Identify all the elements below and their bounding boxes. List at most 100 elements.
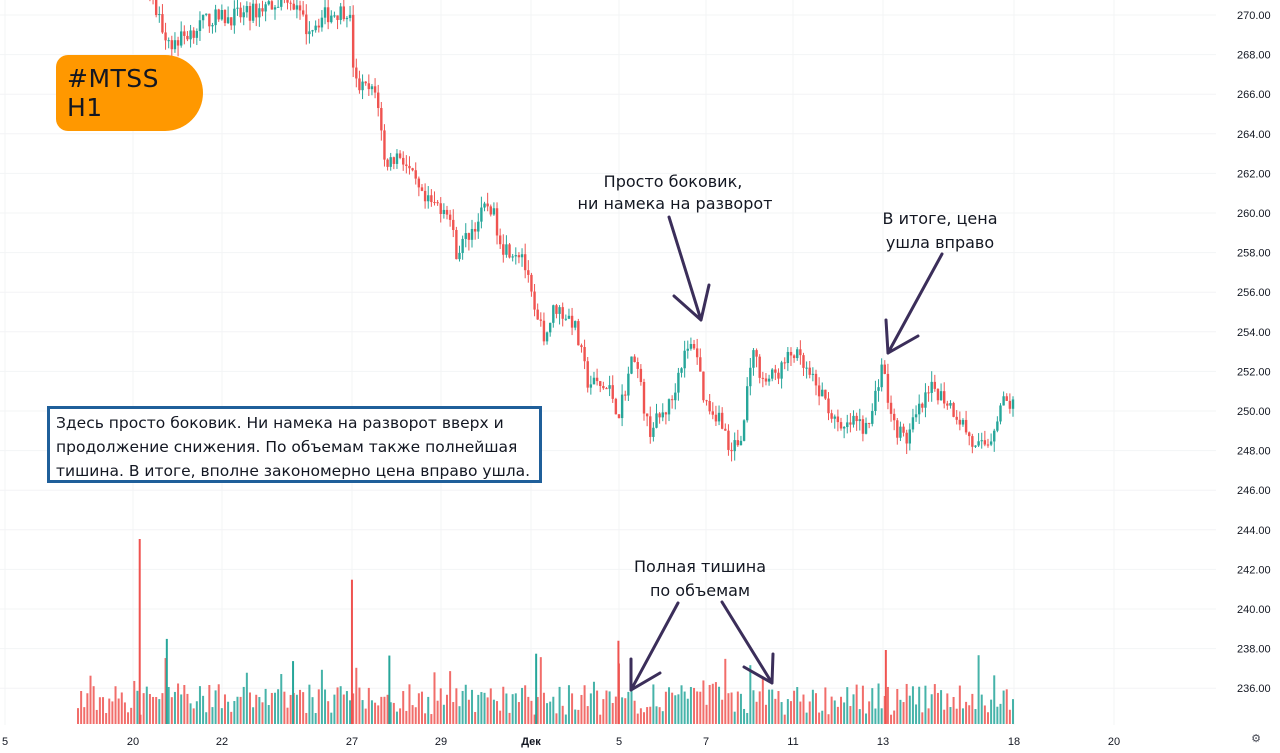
volume-bar xyxy=(727,693,730,724)
volume-bar xyxy=(724,658,727,724)
candle-body xyxy=(486,203,489,207)
candle-body xyxy=(502,244,505,255)
candle-body xyxy=(555,305,558,314)
volume-bar xyxy=(436,700,439,724)
candle-body xyxy=(392,157,396,164)
volume-bar xyxy=(499,710,502,724)
candle-body xyxy=(1005,396,1008,401)
candle-body xyxy=(952,403,955,417)
volume-bar xyxy=(302,692,305,724)
volume-bar xyxy=(252,707,255,724)
volume-bar xyxy=(699,691,702,724)
volume-bar xyxy=(546,703,549,724)
time-tick-label: 11 xyxy=(787,736,798,748)
candle-body xyxy=(545,332,549,342)
volume-bar xyxy=(164,658,167,724)
candle-body xyxy=(899,426,902,438)
volume-bar xyxy=(730,692,733,724)
arrow-result xyxy=(884,252,944,355)
candle-body xyxy=(511,256,514,258)
volume-bar xyxy=(414,707,417,724)
candle-body xyxy=(580,345,583,348)
candle-body xyxy=(789,351,793,356)
time-tick-label: 18 xyxy=(1008,736,1020,748)
price-tick-label: 240.00 xyxy=(1237,604,1271,616)
note-line: тишина. В итоге, вполне закономерно цена… xyxy=(56,462,531,480)
volume-bar xyxy=(474,711,477,724)
volume-bar xyxy=(314,713,317,724)
volume-bar xyxy=(180,694,183,724)
time-tick-label: 13 xyxy=(877,736,889,748)
gear-icon[interactable]: ⚙ xyxy=(1251,732,1261,745)
volume-bar xyxy=(389,702,392,724)
candle-body xyxy=(505,244,508,255)
volume-spike xyxy=(138,539,141,724)
candle-body xyxy=(927,392,930,394)
candle-body xyxy=(433,202,436,204)
candle-body xyxy=(811,373,815,375)
volume-bar xyxy=(455,688,458,724)
volume-spike xyxy=(388,655,391,724)
candle-body xyxy=(439,203,442,215)
candle-body xyxy=(989,441,993,445)
candle-body xyxy=(861,419,865,434)
volume-bar xyxy=(836,706,839,724)
volume-bar xyxy=(236,696,239,724)
time-axis[interactable]: 5 20 22 27 29 Дек 5 7 11 13 18 20 xyxy=(2,736,1120,748)
candle-body xyxy=(192,30,195,38)
price-axis[interactable]: 270.00 268.00 266.00 264.00 262.00 260.00 258.… xyxy=(1237,10,1271,695)
candle-body xyxy=(245,6,249,13)
volume-bar xyxy=(136,690,139,724)
volume-bar xyxy=(664,691,667,724)
annotation-arrows xyxy=(629,215,944,692)
volume-bar xyxy=(608,691,611,724)
volume-bar xyxy=(442,704,445,724)
candle-body xyxy=(908,429,912,444)
volume-bar xyxy=(195,701,198,724)
candle-body xyxy=(949,403,952,406)
volume-bar xyxy=(693,687,696,724)
candle-body xyxy=(695,348,699,358)
volume-bar xyxy=(355,667,358,724)
candle-body xyxy=(492,208,496,215)
candle-body xyxy=(464,233,467,239)
volume-bar xyxy=(558,686,561,724)
candle-body xyxy=(395,153,399,164)
volume-bar xyxy=(471,689,474,724)
candle-body xyxy=(577,321,580,346)
price-tick-label: 258.00 xyxy=(1237,248,1271,260)
price-tick-label: 250.00 xyxy=(1237,406,1271,418)
volume-bar xyxy=(968,705,971,724)
arrow-volume-left xyxy=(629,601,680,692)
candle-body xyxy=(642,381,646,414)
volume-bar xyxy=(796,687,799,724)
candle-body xyxy=(361,81,364,91)
candle-body xyxy=(761,377,765,379)
volume-bar xyxy=(686,698,689,724)
candle-body xyxy=(595,377,599,382)
time-tick-label: 27 xyxy=(346,736,358,748)
time-tick-label: Дек xyxy=(521,736,541,748)
candle-body xyxy=(570,315,574,328)
volume-bar xyxy=(927,708,930,724)
volume-bar xyxy=(392,702,395,724)
volume-bar xyxy=(358,687,361,724)
volume-bar xyxy=(933,684,936,724)
volume-bar xyxy=(955,708,958,724)
volume-bar xyxy=(789,701,792,724)
candle-body xyxy=(176,40,180,46)
candle-body xyxy=(386,159,389,167)
volume-bar xyxy=(886,686,889,724)
candle-body xyxy=(345,17,349,20)
candle-body xyxy=(871,410,874,424)
annotation-sideways-line2: ни намека на разворот xyxy=(578,194,773,213)
candle-body xyxy=(786,351,790,364)
volume-bar xyxy=(205,712,208,724)
candle-body xyxy=(314,25,317,31)
candle-body xyxy=(223,10,227,24)
volume-bar xyxy=(708,684,711,724)
candle-body xyxy=(527,270,530,275)
candle-body xyxy=(780,362,783,379)
volume-bar xyxy=(946,693,949,724)
volume-bar xyxy=(802,694,805,724)
